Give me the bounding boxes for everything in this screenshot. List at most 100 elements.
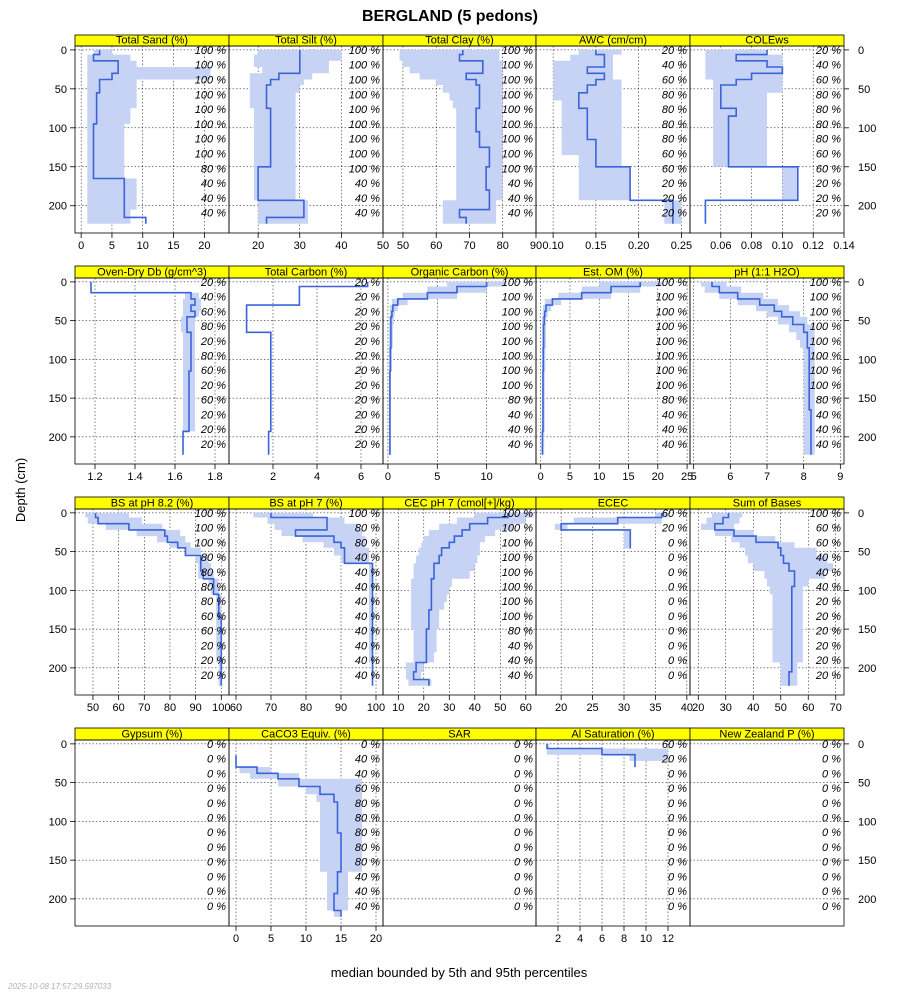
panel: Gypsum (%) 0 % 0 % 0 % 0 % 0 % 0 % 0 % 0 % 0 % 0 %… bbox=[74, 727, 230, 927]
y-tick-label: 50 bbox=[858, 547, 870, 559]
contributing-fraction-label: 40 % bbox=[355, 670, 380, 682]
panel-title: Total Clay (%) bbox=[425, 35, 493, 47]
contributing-fraction-label: 100 % bbox=[502, 134, 533, 146]
y-tick-label: 200 bbox=[49, 894, 67, 906]
timestamp: 2025-10-08 17:57:29.597033 bbox=[7, 982, 112, 991]
contributing-fraction-label: 60 % bbox=[816, 149, 841, 161]
contributing-fraction-label: 100 % bbox=[502, 380, 533, 392]
panel: Al Saturation (%)60 %20 %0 %0 %0 %0 %0 %… bbox=[535, 727, 691, 945]
median-line bbox=[711, 281, 812, 455]
contributing-fraction-label: 40 % bbox=[508, 409, 533, 421]
x-tick-label: 60 bbox=[520, 702, 532, 714]
panel: New Zealand P (%) 0 % 0 % 0 % 0 % 0 % 0 % 0 % 0 … bbox=[689, 727, 845, 927]
contributing-fraction-label: 0 % bbox=[207, 827, 226, 839]
contributing-fraction-label: 100 % bbox=[502, 60, 533, 72]
x-tick-label: 20 bbox=[652, 471, 664, 483]
contributing-fraction-label: 40 % bbox=[201, 208, 226, 220]
x-tick-label: 50 bbox=[377, 240, 389, 252]
contributing-fraction-label: 40 % bbox=[508, 670, 533, 682]
y-tick-label: 200 bbox=[858, 663, 876, 675]
panel: Organic Carbon (%)100 %100 %100 %100 %10… bbox=[382, 265, 537, 483]
x-tick-label: 90 bbox=[190, 702, 202, 714]
contributing-fraction-label: 100 % bbox=[502, 537, 533, 549]
percentile-band bbox=[541, 281, 664, 455]
panel-frame bbox=[535, 508, 691, 696]
contributing-fraction-label: 60 % bbox=[201, 365, 226, 377]
contributing-fraction-label: 100 % bbox=[502, 508, 533, 520]
panel-frame bbox=[74, 739, 230, 927]
x-tick-label: 40 bbox=[747, 702, 759, 714]
contributing-fraction-label: 0 % bbox=[207, 768, 226, 780]
y-tick-label: 100 bbox=[858, 123, 876, 135]
contributing-fraction-label: 80 % bbox=[662, 395, 687, 407]
contributing-fraction-label: 100 % bbox=[349, 75, 380, 87]
contributing-fraction-label: 20 % bbox=[354, 351, 380, 363]
y-tick-label: 50 bbox=[55, 84, 67, 96]
contributing-fraction-label: 0 % bbox=[514, 798, 533, 810]
contributing-fraction-label: 100 % bbox=[502, 292, 533, 304]
x-tick-label: 5 bbox=[109, 240, 115, 252]
contributing-fraction-label: 20 % bbox=[200, 640, 226, 652]
contributing-fraction-label: 0 % bbox=[822, 783, 841, 795]
contributing-fraction-label: 100 % bbox=[349, 134, 380, 146]
contributing-fraction-label: 100 % bbox=[349, 104, 380, 116]
contributing-fraction-label: 100 % bbox=[656, 306, 687, 318]
x-tick-label: 70 bbox=[265, 702, 277, 714]
contributing-fraction-label: 100 % bbox=[502, 163, 533, 175]
contributing-fraction-label: 20 % bbox=[354, 336, 380, 348]
contributing-fraction-label: 100 % bbox=[656, 277, 687, 289]
x-tick-label: 60 bbox=[430, 240, 442, 252]
contributing-fraction-label: 60 % bbox=[355, 783, 380, 795]
y-tick-label: 100 bbox=[858, 816, 876, 828]
contributing-fraction-label: 100 % bbox=[502, 611, 533, 623]
contributing-fraction-label: 80 % bbox=[355, 813, 380, 825]
percentile-band bbox=[91, 281, 201, 455]
x-tick-label: 50 bbox=[494, 702, 506, 714]
y-tick-label: 50 bbox=[858, 778, 870, 790]
median-line bbox=[235, 755, 342, 917]
contributing-fraction-label: 100 % bbox=[502, 596, 533, 608]
contributing-fraction-label: 0 % bbox=[822, 827, 841, 839]
contributing-fraction-label: 60 % bbox=[662, 75, 687, 87]
panel: CEC pH 7 (cmol[+]/kg)100 %100 %100 %100 … bbox=[382, 496, 537, 714]
x-tick-label: 20 bbox=[418, 702, 430, 714]
contributing-fraction-label: 40 % bbox=[508, 193, 533, 205]
y-tick-label: 0 bbox=[858, 277, 864, 289]
contributing-fraction-label: 20 % bbox=[815, 655, 841, 667]
median-line bbox=[412, 512, 509, 686]
y-tick-label: 0 bbox=[61, 277, 67, 289]
y-tick-label: 50 bbox=[55, 778, 67, 790]
panel-title: Est. OM (%) bbox=[583, 267, 643, 279]
contributing-fraction-label: 60 % bbox=[816, 537, 841, 549]
x-tick-label: 100 bbox=[367, 702, 385, 714]
y-tick-label: 150 bbox=[858, 624, 876, 636]
contributing-fraction-label: 20 % bbox=[815, 670, 841, 682]
contributing-fraction-label: 60 % bbox=[201, 611, 226, 623]
contributing-fraction-label: 100 % bbox=[656, 351, 687, 363]
x-tick-label: 70 bbox=[463, 240, 475, 252]
x-tick-label: 1.8 bbox=[207, 471, 222, 483]
contributing-fraction-label: 0 % bbox=[822, 813, 841, 825]
panel: COLEws 20 % 40 % 60 % 80 % 80 % 80 % 80 % 60 % 60… bbox=[689, 35, 855, 252]
x-tick-label: 30 bbox=[720, 702, 732, 714]
panel-title: SAR bbox=[448, 729, 471, 741]
x-tick-label: 60 bbox=[113, 702, 125, 714]
x-tick-label: 9 bbox=[837, 471, 843, 483]
contributing-fraction-label: 80 % bbox=[355, 842, 380, 854]
x-tick-label: 90 bbox=[335, 702, 347, 714]
contributing-fraction-label: 100 % bbox=[810, 336, 841, 348]
contributing-fraction-label: 80 % bbox=[816, 104, 841, 116]
y-tick-label: 0 bbox=[858, 45, 864, 57]
x-axis-label: median bounded by 5th and 95th percentil… bbox=[331, 965, 588, 980]
contributing-fraction-label: 40 % bbox=[355, 611, 380, 623]
contributing-fraction-label: 40 % bbox=[508, 655, 533, 667]
y-tick-label: 200 bbox=[49, 432, 67, 444]
contributing-fraction-label: 20 % bbox=[661, 193, 687, 205]
x-tick-label: 6 bbox=[358, 471, 364, 483]
x-tick-label: 30 bbox=[294, 240, 306, 252]
contributing-fraction-label: 60 % bbox=[662, 508, 687, 520]
contributing-fraction-label: 80 % bbox=[201, 321, 226, 333]
contributing-fraction-label: 100 % bbox=[349, 508, 380, 520]
contributing-fraction-label: 0 % bbox=[668, 768, 687, 780]
contributing-fraction-label: 80 % bbox=[508, 626, 533, 638]
